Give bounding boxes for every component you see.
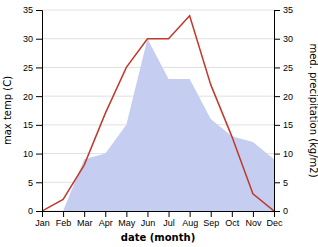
x-tick-label: Mar — [77, 218, 93, 228]
y-tick: 25 — [23, 63, 42, 73]
x-axis: Jan Feb Mar Apr May Jun Jul Aug Sep Oct Nov Dec — [35, 211, 283, 228]
x-tick-mark — [63, 211, 64, 217]
y-tick-mark — [36, 211, 42, 212]
y-tick-label: 0 — [28, 206, 33, 216]
x-tick-label: Jan — [35, 218, 50, 228]
y-tick-mark — [36, 10, 42, 11]
y2-tick-label: 25 — [283, 63, 293, 73]
y2-tick: 30 — [274, 34, 293, 44]
y-axis: 0 5 10 15 20 25 30 35 — [23, 5, 43, 216]
axis-line — [275, 11, 281, 212]
x-tick: May — [118, 211, 136, 228]
axis-line — [43, 212, 275, 218]
x-tick-mark — [232, 211, 233, 217]
x-tick: Apr — [99, 211, 113, 228]
area — [42, 39, 274, 211]
x-tick: Jun — [141, 211, 156, 228]
x-tick-label: Sep — [203, 218, 219, 228]
y2-tick-mark — [274, 125, 280, 126]
x-tick-mark — [169, 211, 170, 217]
y-tick-label: 30 — [23, 34, 33, 44]
y-tick: 10 — [23, 149, 42, 159]
x-tick: Jan — [35, 211, 50, 228]
x-tick-label: Nov — [245, 218, 262, 228]
x-tick-label: Dec — [266, 218, 283, 228]
y2-tick-label: 10 — [283, 149, 293, 159]
y-tick-label: 20 — [23, 92, 33, 102]
y-tick-label: 25 — [23, 63, 33, 73]
y-tick-mark — [36, 96, 42, 97]
y2-axis: 0 5 10 15 20 25 30 35 — [274, 5, 293, 216]
x-tick-label: May — [118, 218, 136, 228]
y-tick: 20 — [23, 92, 42, 102]
x-tick: Dec — [266, 211, 283, 228]
y2-tick-mark — [274, 182, 280, 183]
grid — [42, 10, 274, 211]
y-tick: 0 — [28, 206, 42, 216]
plot: JanFebMarAprMayJunJulAugSepOctNovDec0510… — [23, 5, 293, 228]
y2-tick: 25 — [274, 63, 293, 73]
x-tick-mark — [253, 211, 254, 217]
x-tick: Nov — [245, 211, 262, 228]
x-tick: Sep — [203, 211, 219, 228]
y2-tick-label: 15 — [283, 120, 293, 130]
y-tick: 5 — [28, 178, 42, 188]
line — [42, 16, 274, 211]
x-axis-title: date (month) — [121, 232, 195, 243]
x-tick-mark — [126, 211, 127, 217]
y-tick-mark — [36, 125, 42, 126]
y-tick-mark — [36, 39, 42, 40]
y2-tick-mark — [274, 211, 280, 212]
y2-tick-mark — [274, 154, 280, 155]
y2-tick-label: 35 — [283, 5, 293, 15]
y2-tick: 20 — [274, 92, 293, 102]
y-tick-label: 5 — [28, 178, 33, 188]
y-tick-label: 15 — [23, 120, 33, 130]
x-tick-label: Jun — [141, 218, 156, 228]
y-tick: 35 — [23, 5, 42, 15]
y2-tick-mark — [274, 96, 280, 97]
x-tick-mark — [105, 211, 106, 217]
y-tick-mark — [36, 67, 42, 68]
x-tick-label: Jul — [163, 218, 175, 228]
y2-tick-mark — [274, 10, 280, 11]
x-tick-label: Feb — [56, 218, 72, 228]
x-tick: Aug — [182, 211, 198, 228]
x-tick-label: Aug — [182, 218, 198, 228]
x-tick-mark — [84, 211, 85, 217]
y-tick-mark — [36, 182, 42, 183]
y2-tick: 0 — [274, 206, 288, 216]
y2-tick-label: 20 — [283, 92, 293, 102]
y2-axis-title: med. precipitation (kg/m2) — [308, 43, 318, 177]
x-tick: Jul — [163, 211, 175, 228]
y2-tick-label: 0 — [283, 206, 288, 216]
x-tick: Mar — [77, 211, 93, 228]
y2-tick: 5 — [274, 178, 288, 188]
y2-tick: 10 — [274, 149, 293, 159]
y-tick: 15 — [23, 120, 42, 130]
y2-tick: 15 — [274, 120, 293, 130]
y2-tick: 35 — [274, 5, 293, 15]
marks — [42, 16, 274, 211]
grid-line — [42, 10, 274, 11]
y-tick: 30 — [23, 34, 42, 44]
x-tick: Feb — [56, 211, 72, 228]
y2-tick-label: 5 — [283, 178, 288, 188]
y-tick-label: 35 — [23, 5, 33, 15]
chart: JanFebMarAprMayJunJulAugSepOctNovDec0510… — [0, 0, 318, 247]
y2-tick-label: 30 — [283, 34, 293, 44]
y2-tick-mark — [274, 67, 280, 68]
y-tick-mark — [36, 154, 42, 155]
x-tick: Oct — [225, 211, 240, 228]
x-tick-label: Oct — [225, 218, 240, 228]
x-tick-mark — [190, 211, 191, 217]
axis-line — [36, 11, 43, 212]
x-tick-mark — [211, 211, 212, 217]
y-tick-label: 10 — [23, 149, 33, 159]
y2-tick-mark — [274, 39, 280, 40]
x-tick-mark — [147, 211, 148, 217]
y-axis-title: max temp (C) — [2, 76, 13, 145]
x-tick-label: Apr — [99, 218, 113, 228]
